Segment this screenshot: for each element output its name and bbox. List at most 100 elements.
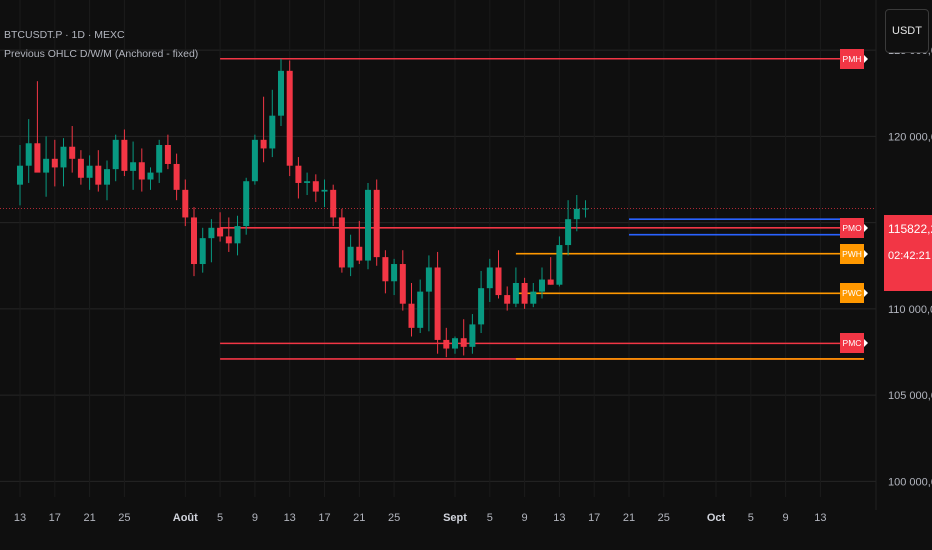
- candle-body: [225, 236, 232, 244]
- candle-body: [304, 181, 311, 183]
- candle-body: [69, 146, 76, 159]
- candle-body: [243, 181, 250, 227]
- ohlc-level-lines: [0, 57, 876, 360]
- symbol-title[interactable]: BTCUSDT.P · 1D · MEXC: [4, 29, 125, 41]
- candle-body: [443, 339, 450, 349]
- date-tick-label: 5: [748, 512, 754, 524]
- candlesticks: [17, 58, 589, 358]
- date-tick-label: 13: [814, 512, 826, 524]
- candle-body: [130, 162, 137, 171]
- candle-body: [408, 303, 415, 328]
- date-tick-label: Août: [173, 512, 198, 524]
- price-tick-label: 110 000,0: [888, 304, 932, 316]
- candle-body: [512, 283, 519, 304]
- candle-body: [25, 143, 32, 166]
- candle-body: [121, 139, 128, 171]
- price-tick-label: 105 000,0: [888, 390, 932, 402]
- date-tick-label: 5: [217, 512, 223, 524]
- candle-body: [77, 158, 84, 178]
- candle-body: [60, 146, 67, 168]
- candle-body: [86, 165, 93, 178]
- last-price-value: 115822,2: [888, 222, 932, 236]
- candle-body: [330, 189, 337, 218]
- candle-body: [51, 158, 58, 168]
- candle-body: [95, 165, 102, 185]
- candle-body: [347, 246, 354, 268]
- candle-body: [173, 163, 180, 190]
- candle-body: [504, 295, 511, 304]
- date-tick-label: 17: [588, 512, 600, 524]
- date-tick-label: 9: [522, 512, 528, 524]
- candle-body: [452, 338, 458, 349]
- candle-body: [469, 324, 476, 347]
- candle-body: [521, 283, 528, 304]
- date-tick-label: Oct: [707, 512, 726, 524]
- time-axis: 13 17 21 25 Août 5 9 13 17 21 25 Sept 5 9 13 17 21 25 Oct 5…: [14, 512, 827, 524]
- date-tick-label: 25: [388, 512, 400, 524]
- candle-body: [278, 70, 284, 116]
- currency-button[interactable]: USDT: [885, 9, 929, 53]
- candle-body: [182, 189, 189, 218]
- level-tag-pmc: PMC: [840, 333, 868, 354]
- price-tick-label: 120 000,0: [888, 131, 932, 143]
- candle-body: [260, 139, 267, 149]
- date-tick-label: 9: [252, 512, 258, 524]
- date-tick-label: 21: [353, 512, 365, 524]
- candle-body: [269, 115, 276, 149]
- candle-body: [164, 145, 171, 164]
- candle-body: [556, 245, 563, 285]
- date-tick-label: 21: [83, 512, 95, 524]
- level-tag-pwc: PWC: [840, 283, 868, 304]
- price-tick-label: 100 000,0: [888, 476, 932, 488]
- indicator-title[interactable]: Previous OHLC D/W/M (Anchored - fixed): [4, 48, 199, 60]
- chart-grid: [0, 0, 877, 510]
- candle-body: [539, 279, 545, 292]
- candle-body: [486, 267, 493, 289]
- candle-body: [251, 139, 258, 182]
- candle-body: [547, 279, 554, 285]
- candle-body: [112, 139, 119, 170]
- date-tick-label: 13: [553, 512, 565, 524]
- candle-body: [147, 172, 154, 180]
- candle-body: [17, 165, 23, 185]
- candle-body: [434, 267, 441, 340]
- candle-body: [478, 288, 485, 325]
- date-tick-label: Sept: [443, 512, 467, 524]
- date-tick-label: 13: [284, 512, 296, 524]
- date-tick-label: 5: [487, 512, 493, 524]
- candle-body: [365, 189, 371, 261]
- bar-countdown: 02:42:21: [888, 250, 931, 262]
- candle-body: [417, 291, 424, 328]
- candle-body: [43, 158, 50, 173]
- candle-body: [373, 189, 380, 258]
- candle-body: [399, 264, 406, 304]
- candle-body: [286, 70, 293, 166]
- candle-body: [582, 208, 589, 210]
- candle-body: [338, 217, 345, 268]
- date-tick-label: 25: [118, 512, 130, 524]
- level-tag-pmo: PMO: [840, 217, 868, 238]
- candle-body: [312, 181, 319, 192]
- candle-body: [356, 246, 363, 261]
- date-tick-label: 17: [318, 512, 330, 524]
- candle-body: [234, 226, 241, 244]
- level-tag-pwh: PWH: [840, 243, 868, 264]
- date-tick-label: 13: [14, 512, 26, 524]
- candle-body: [565, 219, 572, 246]
- candle-body: [460, 338, 467, 347]
- candle-body: [217, 227, 224, 237]
- candle-body: [199, 238, 206, 265]
- candle-body: [530, 291, 537, 304]
- last-price-label: 115822,2 02:42:21: [884, 215, 932, 291]
- date-tick-label: 17: [49, 512, 61, 524]
- candle-body: [382, 257, 389, 282]
- date-tick-label: 9: [783, 512, 789, 524]
- candle-body: [573, 208, 580, 220]
- candle-body: [138, 162, 145, 180]
- candle-body: [34, 143, 41, 173]
- date-tick-label: 21: [623, 512, 635, 524]
- candle-body: [156, 145, 163, 173]
- level-tag-pmh: PMH: [840, 48, 868, 69]
- candle-body: [208, 227, 215, 239]
